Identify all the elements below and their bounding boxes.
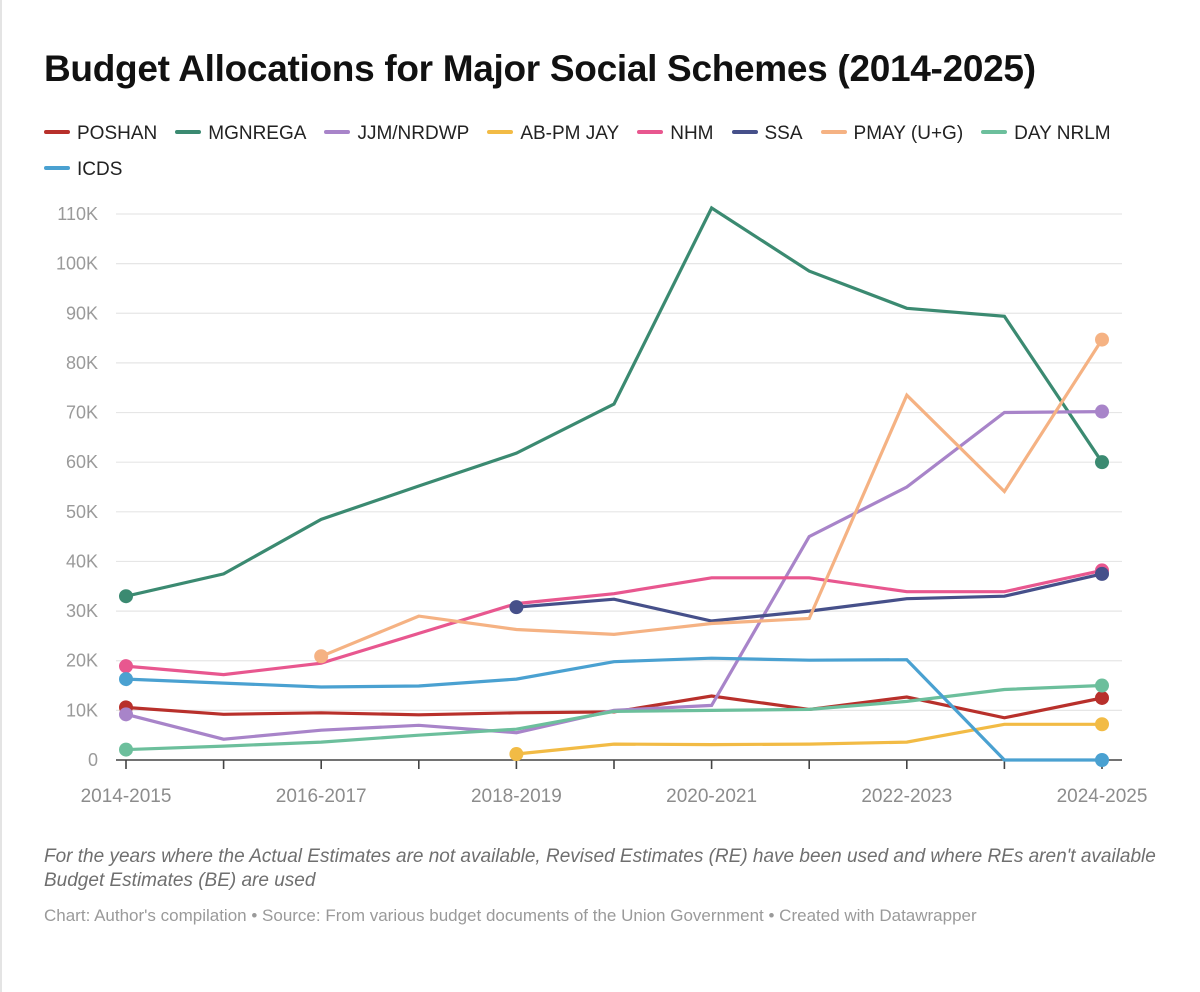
series-line-ab-pm-jay — [516, 722, 1102, 756]
series-marker-ab-pm-jay-start — [509, 747, 524, 762]
y-tick-label: 0 — [88, 750, 98, 770]
x-tick-label: 2022-2023 — [861, 786, 952, 807]
y-axis-ticks: 0 10K 20K 30K 40K 50K 60K 70K 80K 90K 100K 110K — [56, 204, 98, 770]
series-markers — [119, 332, 1109, 767]
legend-swatch-day-nrlm — [981, 129, 1008, 134]
series-marker-mgnrega-start — [119, 589, 133, 604]
x-tick-label: 2020-2021 — [666, 786, 757, 807]
x-tick-label: 2016-2017 — [276, 786, 367, 807]
series-line-pmay-u-g — [320, 338, 1104, 658]
series-marker-ab-pm-jay-end — [1095, 717, 1109, 732]
legend-label: JJM/NRDWP — [357, 123, 470, 144]
legend-item-ab-pm-jay: AB-PM JAY — [487, 116, 619, 152]
legend-swatch-pmay-u-g — [820, 129, 847, 134]
legend-label: PMAY (U+G) — [853, 123, 964, 144]
series-marker-poshan-end — [1095, 690, 1109, 705]
series-line-mgnrega — [125, 205, 1104, 598]
legend-swatch-ab-pm-jay — [487, 129, 514, 134]
legend-label: SSA — [764, 123, 803, 144]
series-marker-pmay-u-g-start — [314, 649, 329, 664]
y-tick-label: 60K — [66, 452, 98, 472]
legend-item-jjm-nrdwp: JJM/NRDWP — [324, 116, 469, 152]
y-tick-label: 110K — [57, 204, 98, 224]
series-line-poshan — [125, 694, 1103, 720]
legend-label: AB-PM JAY — [520, 123, 620, 144]
series-marker-day-nrlm-start — [119, 742, 133, 757]
legend-swatch-poshan — [44, 129, 70, 134]
legend-item-icds: ICDS — [44, 152, 122, 188]
chart-source: Chart: Author's compilation • Source: Fr… — [44, 906, 977, 925]
y-tick-label: 70K — [66, 403, 98, 423]
legend-swatch-icds — [44, 165, 70, 170]
y-tick-label: 40K — [66, 551, 98, 571]
legend-label: ICDS — [77, 159, 123, 180]
series-line-day-nrlm — [125, 683, 1103, 752]
y-tick-label: 20K — [66, 651, 98, 671]
y-tick-label: 80K — [66, 353, 98, 373]
series-marker-pmay-u-g-end — [1095, 332, 1109, 347]
y-tick-label: 50K — [66, 502, 98, 522]
series-marker-jjm-nrdwp-start — [119, 707, 133, 722]
series-marker-day-nrlm-end — [1095, 678, 1109, 693]
legend-swatch-nhm — [637, 129, 664, 134]
legend-label: MGNREGA — [208, 123, 307, 144]
legend: POSHAN MGNREGA JJM/NRDWP AB-PM JAY NHM SSA PMA… — [44, 116, 1164, 188]
series-marker-nhm-start — [119, 659, 133, 674]
x-axis: 2014-2015 2016-2017 2018-2019 2020-2021 2022… — [81, 759, 1148, 807]
legend-item-pmay-u-g: PMAY (U+G) — [820, 116, 964, 152]
series-line-icds — [125, 656, 1102, 762]
legend-swatch-mgnrega — [175, 129, 202, 134]
legend-label: POSHAN — [77, 123, 158, 144]
x-tick-label: 2024-2025 — [1057, 786, 1148, 807]
legend-item-day-nrlm: DAY NRLM — [981, 116, 1111, 152]
legend-swatch-jjm-nrdwp — [324, 129, 351, 134]
x-tick-label: 2014-2015 — [81, 786, 172, 807]
series-line-jjm-nrdwp — [125, 410, 1103, 741]
chart-notes: For the years where the Actual Estimates… — [44, 846, 1156, 891]
y-tick-label: 10K — [66, 700, 98, 720]
left-border — [0, 0, 2, 992]
legend-swatch-ssa — [731, 129, 758, 134]
legend-item-mgnrega: MGNREGA — [175, 116, 306, 152]
gridlines — [116, 213, 1122, 711]
series-marker-icds-end — [1095, 753, 1109, 767]
legend-label: NHM — [670, 123, 714, 144]
series-line-nhm — [125, 568, 1103, 677]
series-marker-icds-start — [119, 672, 133, 687]
series-marker-jjm-nrdwp-end — [1095, 404, 1109, 419]
legend-label: DAY NRLM — [1014, 123, 1111, 144]
chart-title: Budget Allocations for Major Social Sche… — [44, 48, 1036, 89]
y-tick-label: 90K — [66, 303, 98, 323]
series-marker-ssa-end — [1095, 566, 1109, 581]
y-tick-label: 30K — [66, 601, 98, 621]
series-marker-ssa-start — [509, 600, 524, 615]
y-tick-label: 100K — [56, 254, 98, 274]
series-marker-mgnrega-end — [1095, 455, 1109, 470]
legend-item-poshan: POSHAN — [44, 116, 157, 152]
series-line-ssa — [516, 572, 1103, 623]
series-lines — [125, 205, 1104, 762]
x-tick-label: 2018-2019 — [471, 786, 562, 807]
legend-item-ssa: SSA — [731, 116, 803, 152]
legend-item-nhm: NHM — [637, 116, 714, 152]
